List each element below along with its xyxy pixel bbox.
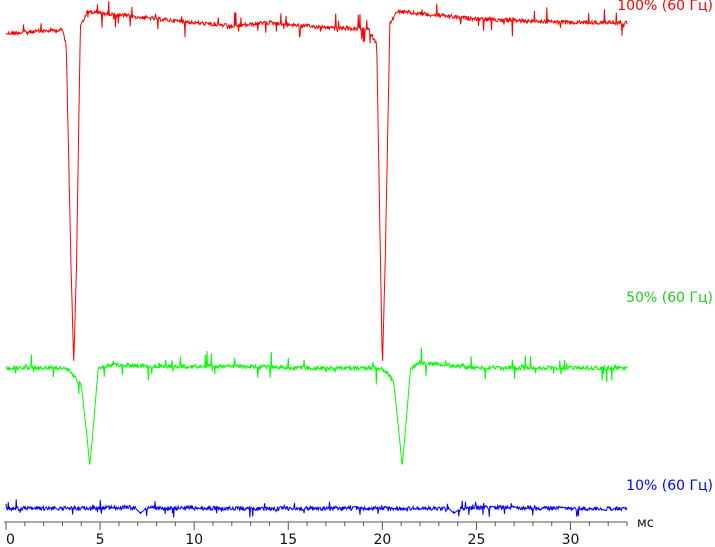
x-tick-label: 0 (6, 532, 15, 547)
series-line-1 (5, 1, 628, 361)
series-label-1: 100% (60 Гц) (617, 0, 713, 14)
series-label-2: 50% (60 Гц) (626, 290, 713, 306)
x-axis-ticks: 0 5 10 15 20 25 30 (5, 522, 628, 547)
x-tick-label: 25 (468, 532, 486, 547)
x-tick-label: 30 (562, 532, 580, 547)
series-line-3 (5, 499, 628, 518)
series-line-2 (5, 347, 628, 465)
x-tick-label: 5 (96, 532, 105, 547)
x-tick-label: 10 (185, 532, 203, 547)
series-labels: 100% (60 Гц) 50% (60 Гц) 10% (60 Гц) (617, 0, 713, 494)
series-label-3: 10% (60 Гц) (626, 478, 713, 494)
x-tick-label: 15 (279, 532, 297, 547)
x-tick-label: 20 (373, 532, 391, 547)
series-layer (5, 1, 628, 518)
x-axis-unit-label: мс (637, 516, 654, 531)
